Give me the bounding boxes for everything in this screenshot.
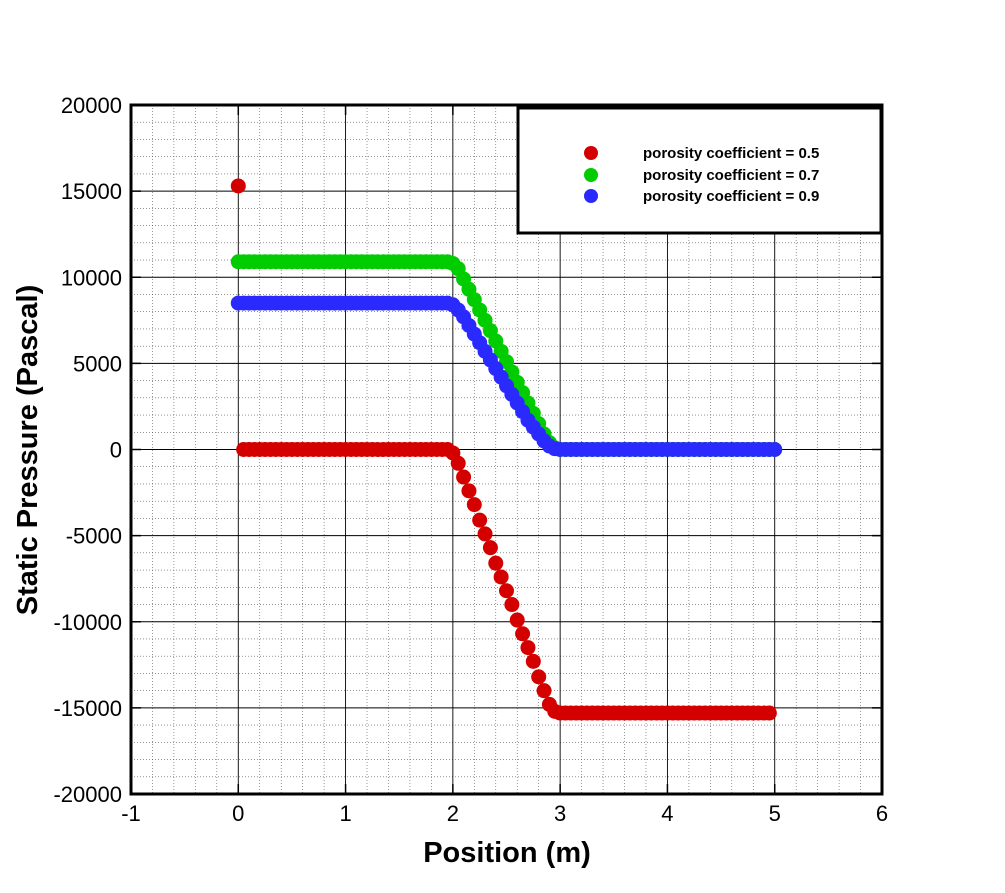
y-tick-label: 0	[110, 438, 122, 463]
y-tick-label: -20000	[53, 782, 122, 807]
x-tick-label: 6	[876, 801, 888, 826]
data-point	[493, 569, 509, 585]
legend-marker-0.9	[584, 189, 598, 203]
data-point	[450, 455, 466, 471]
x-tick-label: 3	[554, 801, 566, 826]
x-tick-label: 1	[339, 801, 351, 826]
y-tick-label: -5000	[66, 524, 122, 549]
data-point	[499, 583, 514, 599]
data-point	[466, 497, 482, 513]
data-point	[477, 526, 493, 542]
data-point	[509, 612, 525, 628]
x-tick-label: 0	[232, 801, 244, 826]
y-tick-label: 20000	[61, 93, 122, 118]
x-tick-label: 2	[447, 801, 459, 826]
legend: porosity coefficient = 0.5 porosity coef…	[516, 106, 883, 235]
x-tick-label: 5	[769, 801, 781, 826]
data-point	[525, 653, 541, 669]
y-tick-label: 10000	[61, 265, 122, 290]
y-axis-title: Static Pressure (Pascal)	[12, 285, 44, 615]
x-tick-label: -1	[121, 801, 141, 826]
data-point	[456, 469, 472, 485]
legend-box	[516, 106, 883, 235]
y-tick-label: -15000	[53, 696, 122, 721]
legend-label-0.9: porosity coefficient = 0.9	[643, 188, 819, 205]
legend-marker-0.7	[584, 168, 598, 182]
y-axis-tick-labels: 20000 15000 10000 5000 0 -5000 -10000 -15000 -20…	[53, 93, 122, 807]
data-point	[504, 597, 520, 613]
data-point	[767, 442, 783, 457]
series-2	[230, 295, 783, 457]
data-point	[520, 640, 536, 656]
y-tick-label: -10000	[53, 610, 122, 635]
x-axis-title: Position (m)	[423, 837, 591, 869]
legend-label-0.5: porosity coefficient = 0.5	[643, 145, 819, 162]
data-point	[515, 626, 531, 642]
data-series	[230, 178, 783, 721]
x-axis-tick-labels: -1 0 1 2 3 4 5 6	[121, 801, 888, 826]
data-point	[536, 683, 552, 699]
y-tick-label: 5000	[73, 351, 122, 376]
legend-label-0.7: porosity coefficient = 0.7	[643, 167, 819, 184]
y-tick-label: 15000	[61, 179, 122, 204]
data-point	[531, 669, 547, 685]
data-point	[461, 483, 477, 499]
data-point	[482, 540, 498, 556]
series-0	[230, 178, 777, 721]
x-tick-label: 4	[661, 801, 673, 826]
legend-marker-0.5	[584, 146, 598, 160]
data-point	[761, 705, 777, 721]
data-point	[472, 512, 488, 528]
data-point	[230, 178, 246, 194]
data-point	[488, 555, 504, 571]
